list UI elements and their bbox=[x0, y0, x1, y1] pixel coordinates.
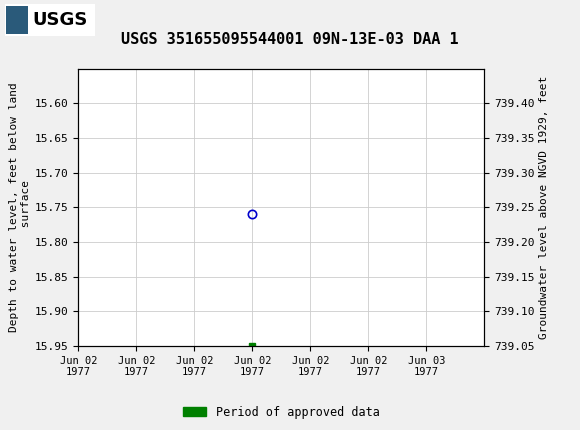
Y-axis label: Groundwater level above NGVD 1929, feet: Groundwater level above NGVD 1929, feet bbox=[539, 76, 549, 339]
Y-axis label: Depth to water level, feet below land
 surface: Depth to water level, feet below land su… bbox=[9, 83, 31, 332]
FancyBboxPatch shape bbox=[6, 6, 28, 34]
Text: USGS: USGS bbox=[32, 11, 88, 29]
FancyBboxPatch shape bbox=[5, 3, 95, 37]
Text: USGS 351655095544001 09N-13E-03 DAA 1: USGS 351655095544001 09N-13E-03 DAA 1 bbox=[121, 32, 459, 47]
Legend: Period of approved data: Period of approved data bbox=[178, 401, 385, 424]
